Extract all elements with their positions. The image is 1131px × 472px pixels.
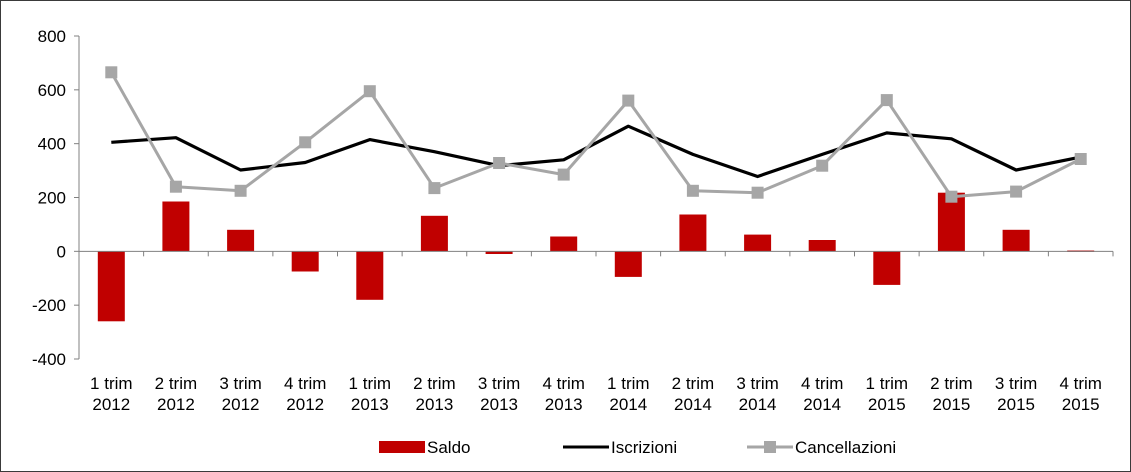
cancellazioni-marker bbox=[428, 182, 441, 195]
cancellazioni-marker bbox=[622, 94, 635, 107]
cancellazioni-marker bbox=[686, 184, 699, 197]
saldo-bar bbox=[420, 215, 448, 252]
x-tick-labels: 1 trim 2012 2 trim 2012 3 trim 2012 4 trim 2012… bbox=[90, 374, 1102, 414]
cancellazioni-marker bbox=[557, 168, 570, 181]
saldo-bar bbox=[97, 251, 125, 322]
x-tick-label: 4 trim 2014 bbox=[801, 374, 844, 414]
x-tick-label: 2 trim 2014 bbox=[672, 374, 715, 414]
cancellazioni-marker bbox=[169, 180, 182, 193]
cancellazioni-marker bbox=[363, 85, 376, 98]
saldo-bar bbox=[550, 236, 578, 252]
x-tick-label: 2 trim 2012 bbox=[155, 374, 198, 414]
y-tick-label: 0 bbox=[57, 242, 66, 261]
cancellazioni-marker bbox=[945, 190, 958, 203]
legend-swatch-saldo bbox=[379, 441, 425, 453]
x-tick-label: 2 trim 2013 bbox=[413, 374, 456, 414]
saldo-bar bbox=[356, 251, 384, 300]
y-tick-label: 800 bbox=[38, 27, 66, 46]
cancellazioni-marker bbox=[751, 186, 764, 199]
axes bbox=[74, 35, 1114, 360]
x-tick-label: 1 trim 2015 bbox=[866, 374, 909, 414]
cancellazioni-marker bbox=[1074, 153, 1087, 165]
saldo-bar bbox=[291, 251, 319, 272]
series-lines bbox=[105, 66, 1087, 203]
x-tick-label: 4 trim 2015 bbox=[1059, 374, 1102, 414]
saldo-bar bbox=[808, 240, 836, 252]
x-tick-label: 1 trim 2013 bbox=[349, 374, 392, 414]
saldo-bar bbox=[679, 214, 707, 252]
y-tick-label: 200 bbox=[38, 189, 66, 208]
cancellazioni-marker bbox=[299, 136, 312, 149]
cancellazioni-marker bbox=[234, 184, 247, 197]
x-tick-label: 1 trim 2014 bbox=[607, 374, 650, 414]
legend-label-iscrizioni: Iscrizioni bbox=[611, 438, 677, 457]
cancellazioni-marker bbox=[880, 94, 893, 107]
y-tick-labels: 800 600 400 200 0 -200 -400 bbox=[32, 27, 66, 369]
legend-label-cancellazioni: Cancellazioni bbox=[795, 438, 896, 457]
x-tick-label: 3 trim 2013 bbox=[478, 374, 521, 414]
cancellazioni-line bbox=[109, 71, 1082, 199]
saldo-bar bbox=[162, 201, 190, 252]
saldo-bar bbox=[227, 229, 255, 252]
iscrizioni-line bbox=[111, 124, 1082, 179]
cancellazioni-marker bbox=[816, 159, 829, 172]
y-tick-label: 600 bbox=[38, 81, 66, 100]
cancellazioni-marker bbox=[105, 66, 118, 79]
cancellazioni-marker bbox=[1010, 185, 1023, 198]
legend-marker-cancellazioni bbox=[764, 441, 776, 453]
saldo-bar bbox=[485, 251, 513, 254]
x-tick-label: 1 trim 2012 bbox=[90, 374, 133, 414]
legend: Saldo Iscrizioni Cancellazioni bbox=[379, 438, 896, 457]
saldo-bars bbox=[97, 192, 1095, 322]
saldo-bar bbox=[873, 251, 901, 285]
x-tick-label: 3 trim 2014 bbox=[736, 374, 779, 414]
saldo-bar bbox=[614, 251, 642, 277]
cancellazioni-marker bbox=[493, 157, 506, 169]
x-tick-label: 3 trim 2015 bbox=[995, 374, 1038, 414]
saldo-bar bbox=[744, 234, 772, 252]
x-tick-label: 3 trim 2012 bbox=[219, 374, 262, 414]
legend-label-saldo: Saldo bbox=[427, 438, 470, 457]
x-tick-label: 2 trim 2015 bbox=[930, 374, 973, 414]
y-tick-label: -400 bbox=[32, 350, 66, 369]
x-tick-label: 4 trim 2012 bbox=[284, 374, 327, 414]
x-tick-label: 4 trim 2013 bbox=[542, 374, 585, 414]
y-tick-label: -200 bbox=[32, 296, 66, 315]
saldo-bar bbox=[1002, 229, 1030, 252]
y-tick-label: 400 bbox=[38, 135, 66, 154]
